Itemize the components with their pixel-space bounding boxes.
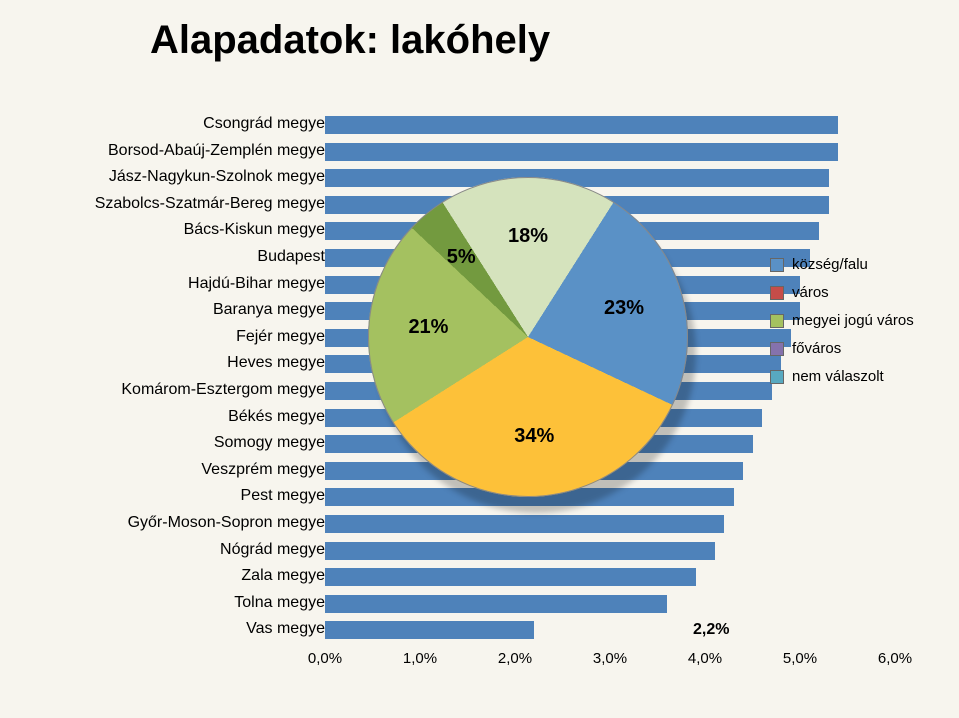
bar-rect	[325, 595, 667, 613]
legend: község/falu város megyei jogú város főváros…	[770, 256, 914, 396]
bar-label: Békés megye	[228, 408, 325, 426]
bar-label: Baranya megye	[213, 301, 325, 319]
legend-label: város	[792, 284, 829, 301]
legend-item: város	[770, 284, 914, 301]
bar-label: Komárom-Esztergom megye	[121, 381, 325, 399]
legend-swatch	[770, 314, 784, 328]
bar-label: Pest megye	[241, 487, 325, 505]
legend-item: főváros	[770, 340, 914, 357]
x-axis: 0,0%1,0%2,0%3,0%4,0%5,0%6,0%	[325, 650, 895, 672]
legend-label: megyei jogú város	[792, 312, 914, 329]
x-axis-tick: 3,0%	[593, 650, 627, 667]
bar-label: Jász-Nagykun-Szolnok megye	[109, 168, 325, 186]
bar-rect	[325, 116, 838, 134]
bar-rect	[325, 621, 534, 639]
bar-row: Csongrád megye	[80, 112, 900, 138]
legend-swatch	[770, 370, 784, 384]
x-axis-tick: 1,0%	[403, 650, 437, 667]
bar-label: Hajdú-Bihar megye	[188, 275, 325, 293]
x-axis-tick: 5,0%	[783, 650, 817, 667]
bar-row: Zala megye	[80, 564, 900, 590]
page: Alapadatok: lakóhely 5,4%5,4%5,3%5,3%5,2…	[0, 0, 959, 718]
bar-label: Szabolcs-Szatmár-Bereg megye	[95, 195, 325, 213]
bar-label: Vas megye	[246, 620, 325, 638]
x-axis-tick: 6,0%	[878, 650, 912, 667]
bar-label: Budapest	[257, 248, 325, 266]
bar-label: Tolna megye	[234, 594, 325, 612]
pie-disc	[368, 177, 688, 497]
bar-label: Csongrád megye	[203, 115, 325, 133]
bar-label: Heves megye	[227, 354, 325, 372]
bar-row: Vas megye	[80, 617, 900, 643]
bar-label: Veszprém megye	[201, 461, 325, 479]
bar-label: Fejér megye	[236, 328, 325, 346]
bar-label: Somogy megye	[214, 434, 325, 452]
legend-swatch	[770, 342, 784, 356]
x-axis-tick: 4,0%	[688, 650, 722, 667]
bar-label: Borsod-Abaúj-Zemplén megye	[108, 142, 325, 160]
bar-rect	[325, 568, 696, 586]
legend-item: község/falu	[770, 256, 914, 273]
bar-label: Győr-Moson-Sopron megye	[128, 514, 325, 532]
legend-swatch	[770, 286, 784, 300]
bar-label: Zala megye	[241, 567, 325, 585]
x-axis-tick: 2,0%	[498, 650, 532, 667]
legend-swatch	[770, 258, 784, 272]
pie-chart: 18%23%34%21%5%	[338, 147, 728, 537]
bar-row: Nógrád megye	[80, 538, 900, 564]
bar-row: Tolna megye	[80, 591, 900, 617]
legend-label: község/falu	[792, 256, 868, 273]
bar-label: Bács-Kiskun megye	[184, 221, 325, 239]
bar-label: Nógrád megye	[220, 541, 325, 559]
bar-rect	[325, 542, 715, 560]
x-axis-tick: 0,0%	[308, 650, 342, 667]
legend-label: főváros	[792, 340, 841, 357]
legend-item: megyei jogú város	[770, 312, 914, 329]
page-title: Alapadatok: lakóhely	[150, 18, 550, 63]
legend-label: nem válaszolt	[792, 368, 884, 385]
legend-item: nem válaszolt	[770, 368, 914, 385]
